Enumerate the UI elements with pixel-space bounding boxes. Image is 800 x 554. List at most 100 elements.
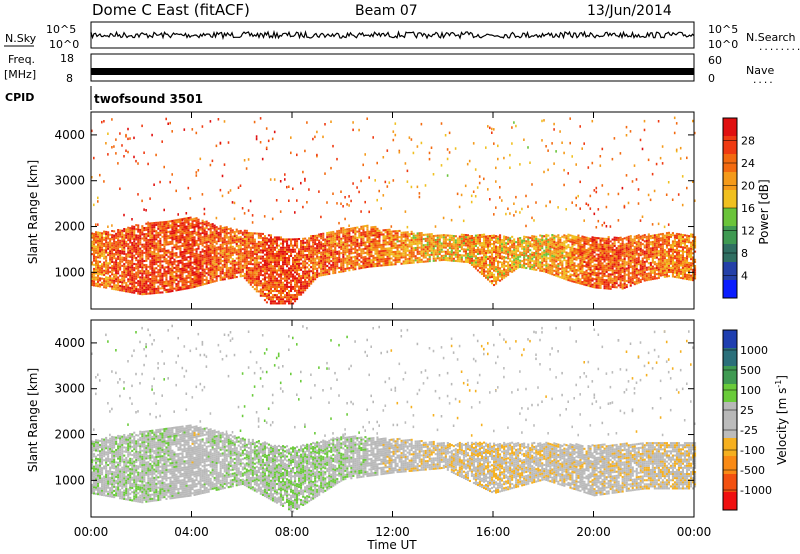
- power-cell: [91, 244, 94, 247]
- power-cell: [332, 268, 335, 271]
- power-cell: [163, 285, 166, 288]
- power-cell: [541, 247, 544, 250]
- power-cell: [322, 236, 325, 239]
- power-cell: [545, 262, 548, 265]
- power-cell: [103, 273, 106, 276]
- power-cell: [322, 265, 325, 268]
- power-cell: [165, 237, 168, 240]
- power-cell: [318, 252, 321, 255]
- power-cell: [468, 247, 471, 250]
- power-cell: [505, 269, 508, 272]
- power-cell: [175, 233, 178, 236]
- power-cell: [354, 231, 357, 234]
- power-cell: [179, 226, 182, 229]
- power-cell: [231, 247, 234, 250]
- power-cell: [173, 277, 176, 280]
- power-cell: [535, 250, 538, 253]
- power-cell: [225, 273, 228, 276]
- power-cell: [277, 238, 280, 241]
- power-cell: [491, 261, 494, 264]
- power-cell: [267, 296, 270, 299]
- power-cell: [163, 239, 166, 242]
- power-cell: [458, 250, 461, 253]
- power-cell: [201, 219, 204, 222]
- power-cell: [380, 258, 383, 261]
- power-cell: [489, 235, 492, 238]
- power-cell: [273, 265, 276, 268]
- power-cell: [460, 246, 463, 249]
- power-cell: [507, 273, 510, 276]
- power-cell: [527, 244, 530, 247]
- power-cell: [364, 264, 367, 267]
- power-cell: [505, 256, 508, 259]
- power-cell: [511, 270, 514, 273]
- power-cell: [223, 226, 226, 229]
- power-cell: [153, 263, 156, 266]
- power-cell: [129, 280, 132, 283]
- power-cell: [243, 262, 246, 265]
- power-cell: [129, 249, 132, 252]
- power-cell: [464, 256, 467, 259]
- power-cell: [549, 247, 552, 250]
- power-cell: [265, 288, 268, 291]
- power-cell: [205, 257, 208, 260]
- power-cell: [424, 252, 427, 255]
- power-cell: [141, 233, 144, 236]
- power-cell: [149, 234, 152, 237]
- power-cell: [263, 264, 266, 267]
- power-cell: [322, 243, 325, 246]
- power-cell: [466, 254, 469, 257]
- power-cell: [515, 124, 517, 128]
- power-cell: [273, 246, 276, 249]
- power-cell: [416, 234, 419, 237]
- power-cell: [298, 250, 301, 253]
- power-cell: [151, 251, 154, 254]
- power-cell: [342, 235, 345, 238]
- power-cell: [229, 262, 232, 265]
- power-cell: [137, 255, 140, 258]
- power-cell: [503, 260, 506, 263]
- power-cell: [127, 228, 130, 231]
- power-cell: [282, 248, 285, 251]
- power-cell: [478, 256, 481, 259]
- power-cell: [251, 214, 254, 217]
- power-cell: [314, 135, 316, 139]
- power-cell: [223, 257, 226, 260]
- power-cell: [298, 273, 301, 276]
- power-cell: [382, 233, 385, 236]
- power-cell: [195, 268, 198, 271]
- power-cell: [101, 248, 104, 251]
- power-cell: [320, 261, 323, 264]
- power-cell: [501, 251, 504, 254]
- power-cell: [267, 294, 270, 297]
- power-cell: [350, 252, 353, 255]
- power-cell: [358, 265, 361, 268]
- power-cell: [499, 248, 502, 251]
- power-cell: [306, 266, 309, 269]
- power-cell: [436, 242, 439, 245]
- power-cell: [105, 263, 108, 266]
- power-cell: [199, 259, 202, 262]
- power-cell: [406, 258, 409, 261]
- power-cell: [229, 240, 232, 243]
- power-cell: [491, 271, 494, 274]
- power-cell: [165, 235, 168, 238]
- power-cell: [151, 238, 154, 241]
- power-cell: [344, 239, 347, 242]
- power-cell: [495, 268, 498, 271]
- power-cell: [286, 248, 289, 251]
- power-cell: [509, 153, 511, 157]
- power-cell: [300, 248, 303, 251]
- power-cell: [336, 244, 339, 247]
- power-cell: [263, 286, 266, 289]
- power-cell: [133, 285, 136, 288]
- power-cell: [472, 243, 475, 246]
- power-cell: [225, 271, 228, 274]
- power-cell: [125, 284, 128, 287]
- power-cell: [422, 250, 425, 253]
- power-cell: [446, 174, 449, 177]
- power-cell: [159, 256, 162, 259]
- power-cell: [155, 223, 158, 226]
- power-cell: [175, 287, 178, 290]
- power-cell: [384, 260, 387, 263]
